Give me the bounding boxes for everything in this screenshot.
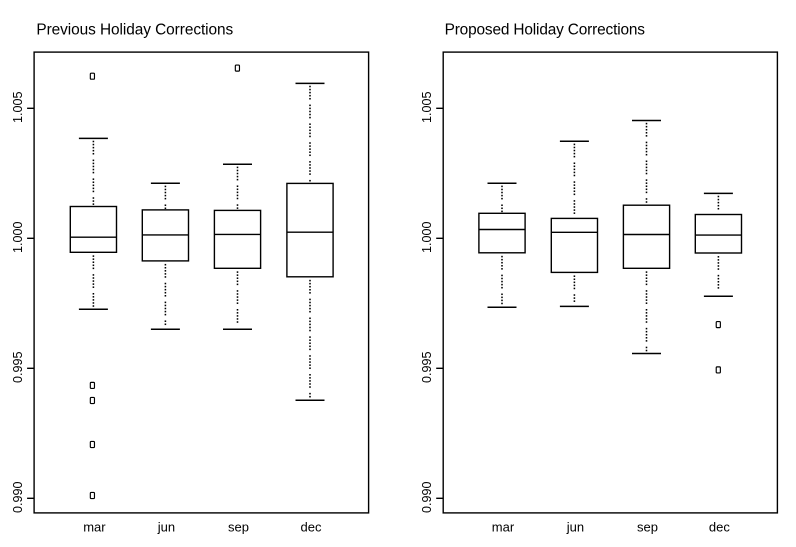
svg-text:jun: jun <box>157 519 175 534</box>
svg-text:0.990: 0.990 <box>11 482 25 514</box>
svg-text:mar: mar <box>83 519 106 534</box>
svg-text:0.995: 0.995 <box>420 352 434 384</box>
svg-text:Proposed Holiday Corrections: Proposed Holiday Corrections <box>445 21 646 38</box>
svg-text:0.995: 0.995 <box>11 352 25 384</box>
svg-text:dec: dec <box>709 519 730 534</box>
svg-text:0.990: 0.990 <box>420 482 434 514</box>
svg-text:sep: sep <box>637 519 658 534</box>
svg-text:sep: sep <box>228 519 249 534</box>
svg-text:1.005: 1.005 <box>420 92 434 124</box>
svg-text:jun: jun <box>566 519 584 534</box>
svg-text:1.005: 1.005 <box>11 92 25 124</box>
svg-text:Previous Holiday Corrections: Previous Holiday Corrections <box>36 21 233 38</box>
svg-text:1.000: 1.000 <box>11 222 25 254</box>
svg-text:dec: dec <box>301 519 322 534</box>
svg-text:mar: mar <box>492 519 515 534</box>
svg-text:1.000: 1.000 <box>420 222 434 254</box>
